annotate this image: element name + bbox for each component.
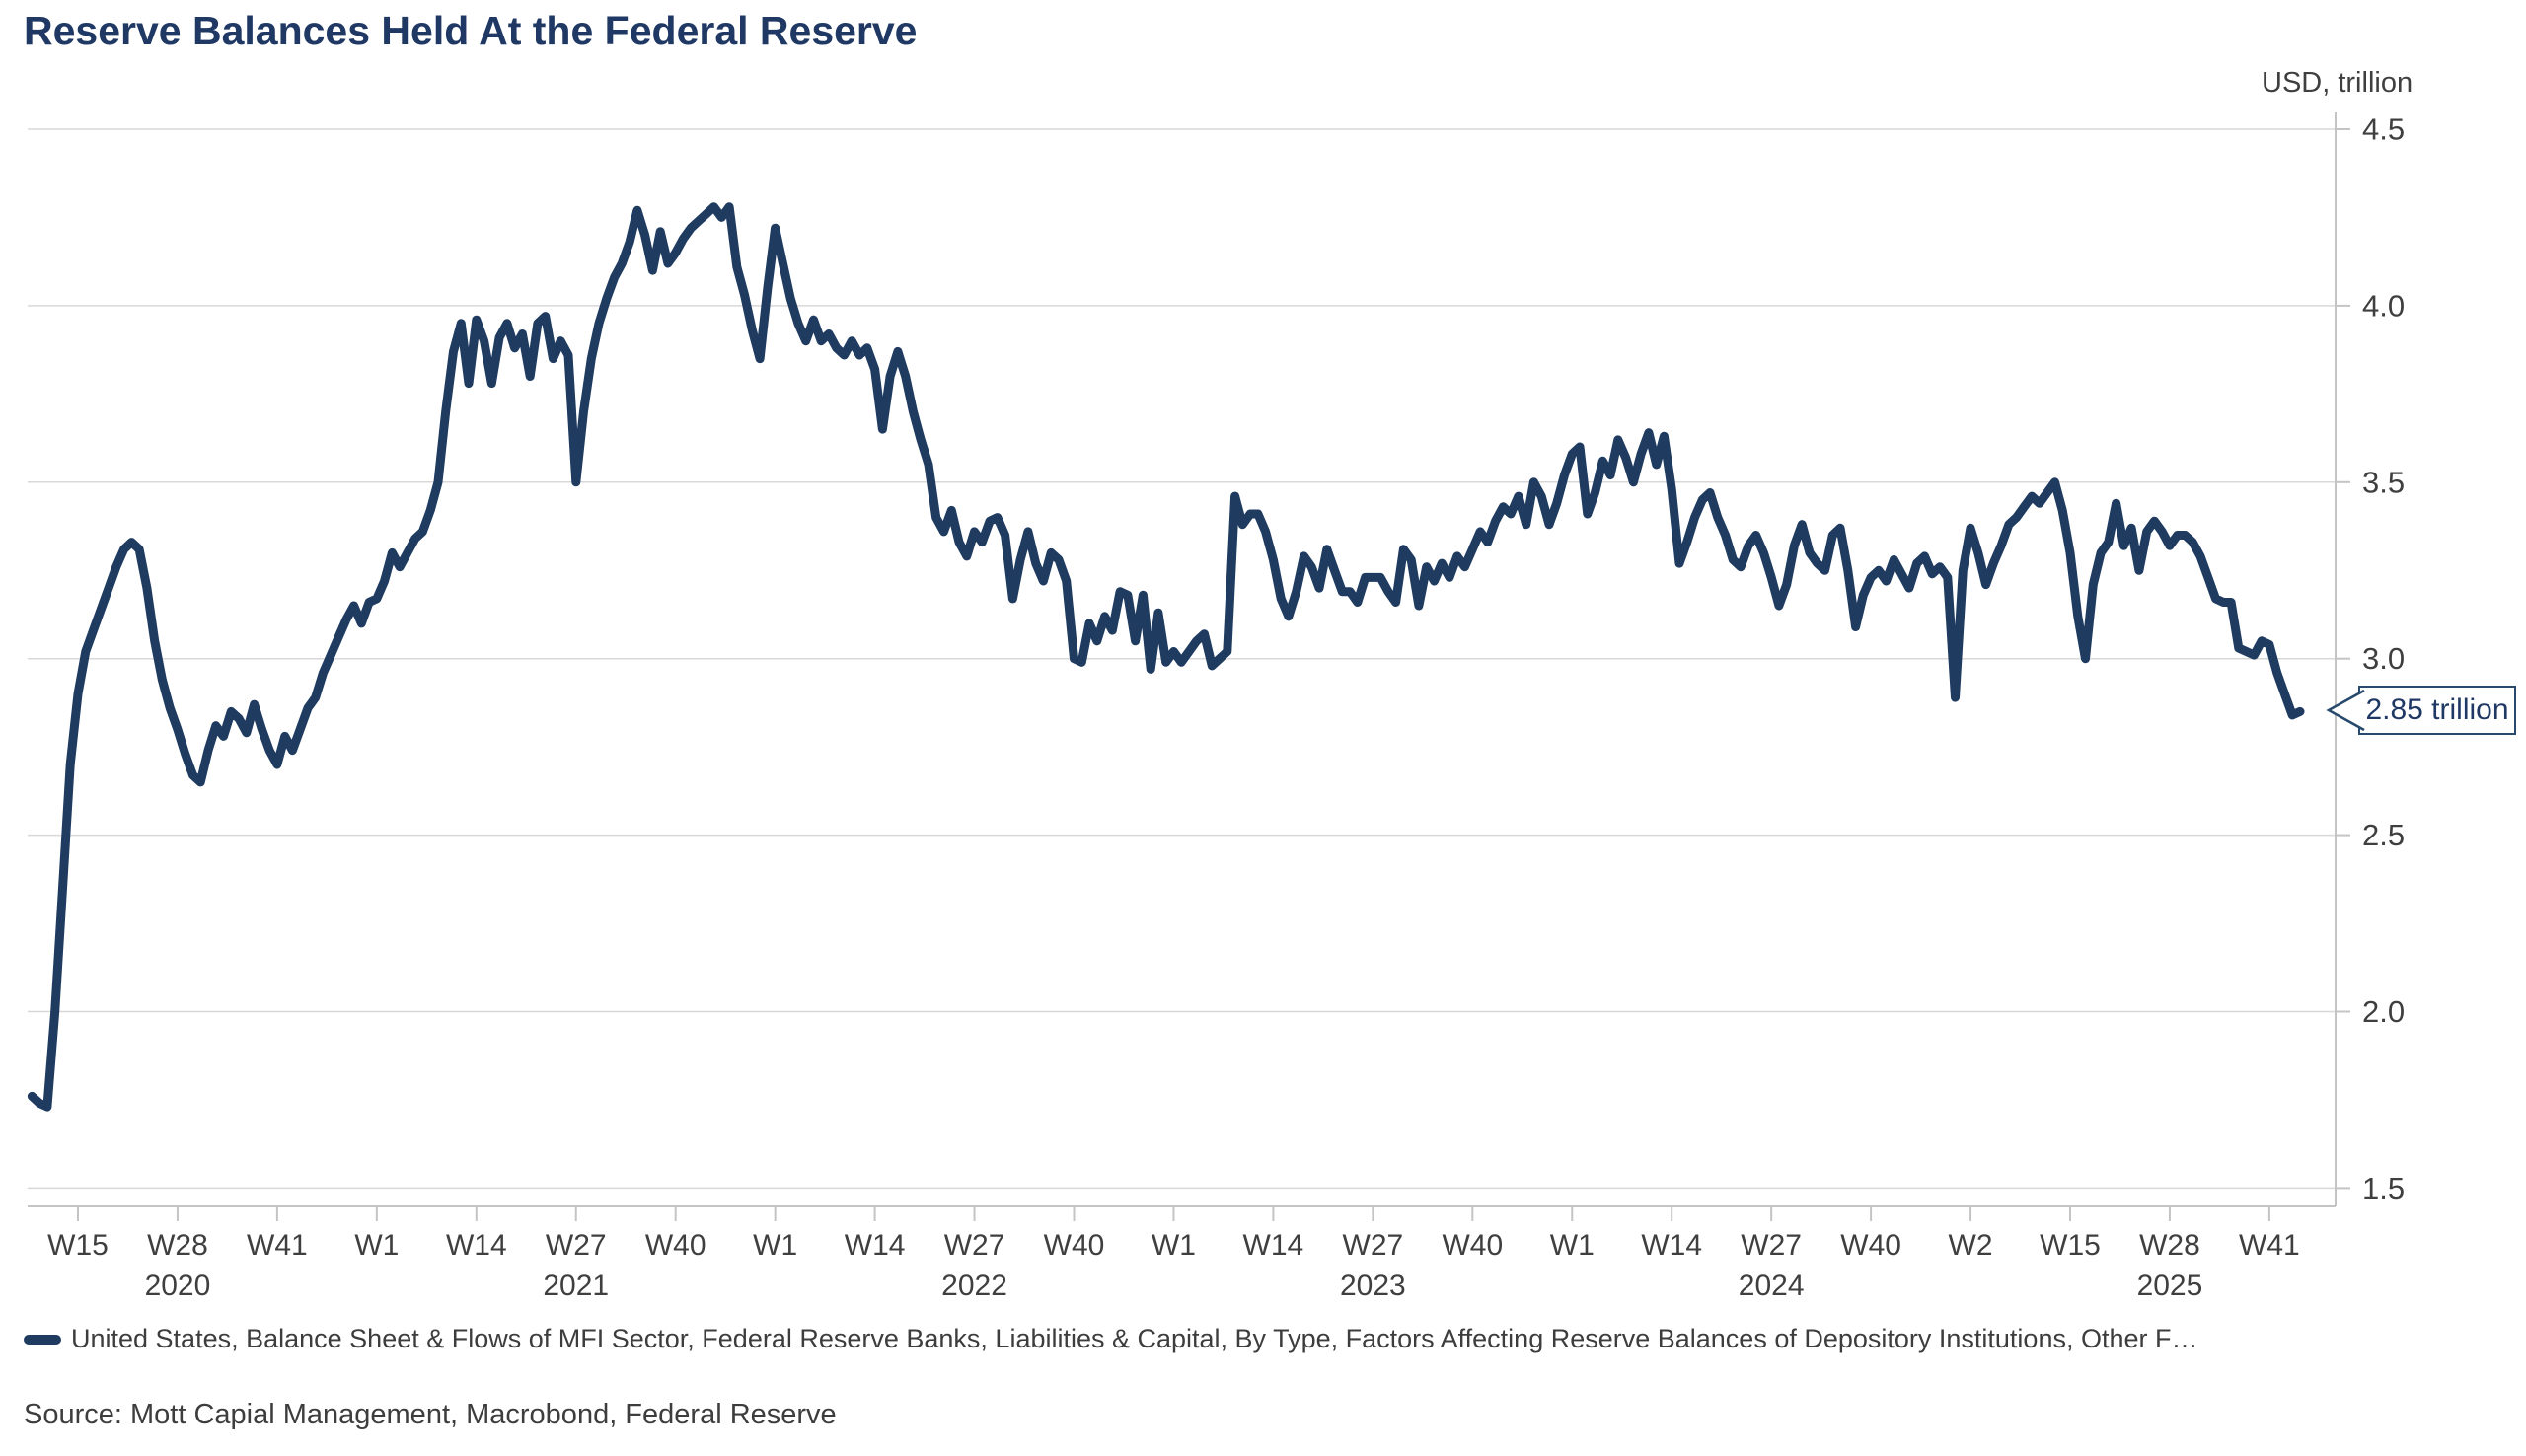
- y-tick-label: 4.0: [2362, 288, 2405, 323]
- x-tick-label: W27: [1343, 1229, 1404, 1262]
- x-tick-label: W27: [944, 1229, 1005, 1262]
- x-tick-label: W27: [1741, 1229, 1802, 1262]
- x-tick-label: W28: [147, 1229, 208, 1262]
- x-year-label: 2022: [941, 1270, 1007, 1302]
- callout-arrow-icon: [2326, 689, 2365, 732]
- x-tick-label: W28: [2139, 1229, 2200, 1262]
- x-tick-label: W40: [1840, 1229, 1901, 1262]
- x-tick-label: W14: [1243, 1229, 1304, 1262]
- x-tick-label: W1: [753, 1229, 797, 1262]
- x-year-label: 2024: [1739, 1270, 1805, 1302]
- x-tick-label: W14: [1641, 1229, 1702, 1262]
- x-year-label: 2023: [1340, 1270, 1406, 1302]
- x-tick-label: W41: [247, 1229, 308, 1262]
- x-year-label: 2025: [2137, 1270, 2203, 1302]
- x-tick-label: W40: [1442, 1229, 1503, 1262]
- series-line: [27, 202, 2305, 1112]
- chart-title: Reserve Balances Held At the Federal Res…: [24, 8, 918, 53]
- x-tick-label: W14: [845, 1229, 906, 1262]
- y-tick-label: 2.0: [2362, 994, 2405, 1029]
- x-tick-label: W1: [1550, 1229, 1595, 1262]
- y-tick-label: 1.5: [2362, 1171, 2405, 1205]
- y-axis-unit-label: USD, trillion: [2262, 67, 2414, 99]
- last-value-callout: 2.85 trillion: [2326, 686, 2516, 735]
- y-tick-label: 3.5: [2362, 465, 2405, 499]
- y-tick-label: 4.5: [2362, 112, 2405, 147]
- x-tick-label: W40: [645, 1229, 706, 1262]
- x-tick-label: W15: [47, 1229, 109, 1262]
- source-text: Source: Mott Capial Management, Macrobon…: [24, 1399, 837, 1430]
- x-tick-label: W1: [1152, 1229, 1196, 1262]
- callout-value: 2.85 trillion: [2365, 693, 2509, 726]
- y-tick-label: 3.0: [2362, 641, 2405, 676]
- y-tick-label: 2.5: [2362, 818, 2405, 852]
- legend-series-swatch-icon: [24, 1334, 61, 1345]
- x-year-label: 2020: [145, 1270, 211, 1302]
- x-tick-label: W15: [2040, 1229, 2101, 1262]
- x-tick-label: W40: [1044, 1229, 1105, 1262]
- x-tick-label: W1: [354, 1229, 399, 1262]
- legend: United States, Balance Sheet & Flows of …: [24, 1324, 2510, 1354]
- x-tick-label: W2: [1949, 1229, 1993, 1262]
- legend-series-label: United States, Balance Sheet & Flows of …: [71, 1324, 2198, 1353]
- x-tick-label: W27: [546, 1229, 607, 1262]
- x-tick-label: W14: [446, 1229, 507, 1262]
- x-year-label: 2021: [543, 1270, 609, 1302]
- x-tick-label: W41: [2239, 1229, 2300, 1262]
